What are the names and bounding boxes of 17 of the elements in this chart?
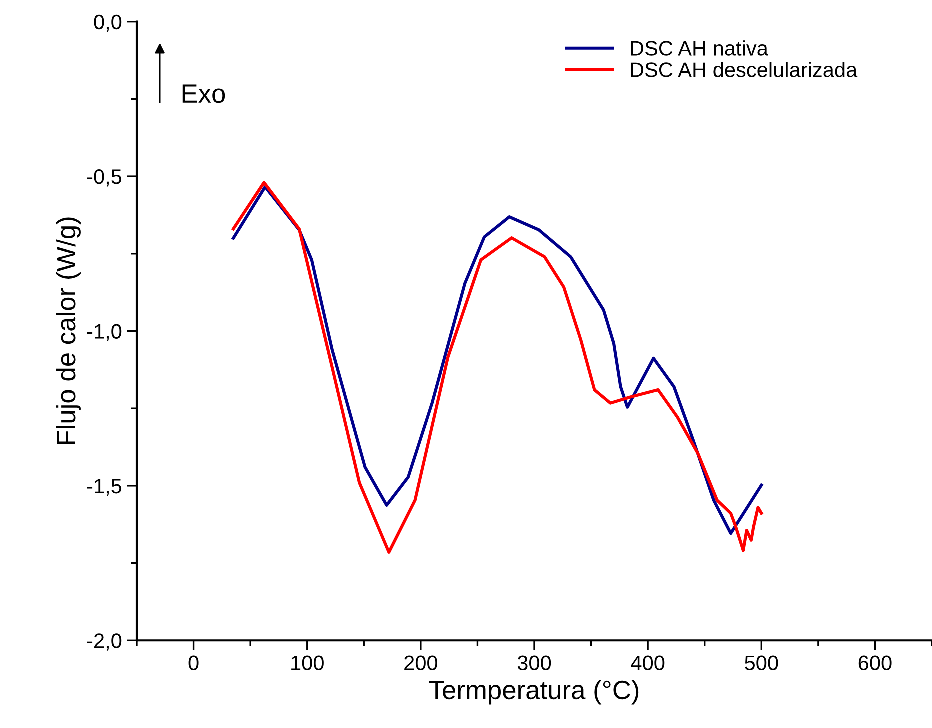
legend-label: DSC AH nativa — [631, 40, 768, 56]
x-tick-label: 100 — [292, 656, 324, 671]
x-tick-label: 300 — [518, 656, 552, 671]
x-tick-label: 600 — [858, 656, 892, 671]
x-tick-label: 200 — [404, 656, 438, 671]
x-axis-title: Termperatura (°C) — [429, 680, 639, 705]
y-tick-label: -2,0 — [87, 634, 122, 651]
y-tick-label: -0,5 — [87, 170, 122, 187]
y-axis-title: Flujo de calor (W/g) — [56, 218, 81, 444]
x-tick-label: 500 — [745, 656, 778, 671]
legend-label: DSC AH descelularizada — [631, 62, 858, 78]
annotation: Exo — [182, 84, 226, 104]
y-tick-label: -1,0 — [87, 324, 122, 342]
y-tick-label: -1,5 — [87, 479, 122, 496]
y-tick-label: 0,0 — [94, 14, 122, 32]
x-tick-label: 400 — [631, 656, 665, 671]
x-tick-label: 0 — [188, 656, 199, 671]
